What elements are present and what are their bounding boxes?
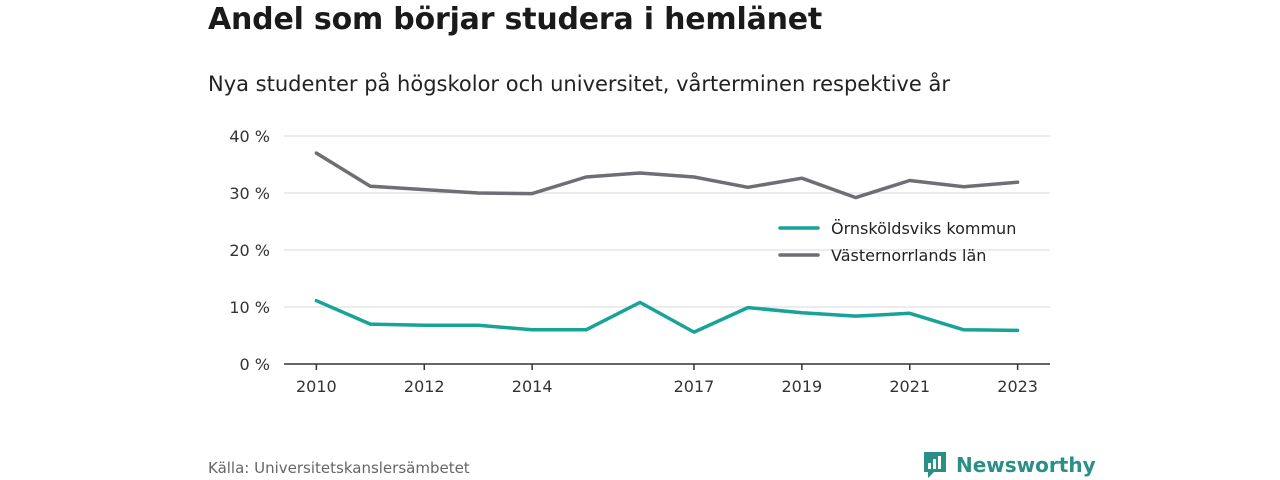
x-tick-label: 2014 bbox=[512, 377, 553, 396]
brand-logo[interactable]: Newsworthy bbox=[922, 450, 1096, 480]
x-tick-label: 2023 bbox=[997, 377, 1038, 396]
x-tick-label: 2017 bbox=[674, 377, 715, 396]
x-tick-label: 2010 bbox=[296, 377, 337, 396]
gridlines bbox=[284, 135, 1050, 308]
y-tick-label: 30 % bbox=[229, 184, 270, 203]
y-tick-label: 10 % bbox=[229, 298, 270, 317]
series-line-2 bbox=[314, 151, 1020, 200]
x-tick-label: 2012 bbox=[404, 377, 445, 396]
chart-subtitle: Nya studenter på högskolor och universit… bbox=[208, 72, 950, 96]
y-tick-label: 40 % bbox=[229, 127, 270, 146]
legend: Örnsköldsviks kommun Västernorrlands län bbox=[778, 219, 1016, 265]
y-tick-label: 20 % bbox=[229, 241, 270, 260]
series bbox=[314, 151, 1020, 334]
line-chart: 0 % 10 % 20 % 30 % 40 % 2010 2012 2014 2017 2019 2… bbox=[229, 127, 1050, 396]
axes: 0 % 10 % 20 % 30 % 40 % 2010 2012 2014 2017 2019 2… bbox=[229, 127, 1050, 396]
newsworthy-logo-icon bbox=[924, 452, 946, 478]
y-tick-label: 0 % bbox=[240, 355, 270, 374]
chart-title: Andel som börjar studera i hemlänet bbox=[208, 2, 823, 37]
x-tick-label: 2019 bbox=[781, 377, 822, 396]
legend-label: Örnsköldsviks kommun bbox=[831, 219, 1016, 238]
x-tick-label: 2021 bbox=[889, 377, 930, 396]
source-note: Källa: Universitetskanslersämbetet bbox=[208, 459, 470, 477]
brand-name: Newsworthy bbox=[956, 453, 1096, 477]
legend-label: Västernorrlands län bbox=[831, 246, 986, 265]
series-line-1 bbox=[314, 298, 1020, 334]
